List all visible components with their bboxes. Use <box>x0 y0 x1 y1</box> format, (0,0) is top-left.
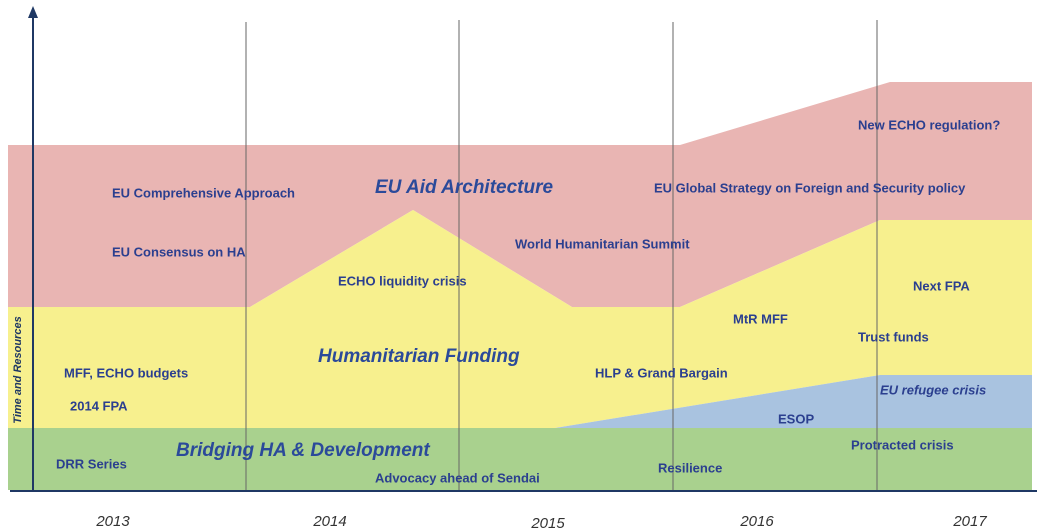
item: DRR Series <box>56 456 127 471</box>
item: MFF, ECHO budgets <box>64 365 188 380</box>
item: HLP & Grand Bargain <box>595 365 728 380</box>
item: Protracted crisis <box>851 437 954 452</box>
item: World Humanitarian Summit <box>515 236 690 251</box>
item: EU Comprehensive Approach <box>112 185 295 200</box>
item: EU Consensus on HA <box>112 244 246 259</box>
band-title: EU Aid Architecture <box>375 177 554 198</box>
item: New ECHO regulation? <box>858 117 1000 132</box>
year: 2013 <box>95 513 130 530</box>
item: 2014 FPA <box>70 398 128 413</box>
bridging-band <box>8 428 1032 490</box>
year-dividers <box>245 20 878 490</box>
item: Trust funds <box>858 329 929 344</box>
year: 2016 <box>739 513 774 530</box>
y-axis-arrow <box>28 6 38 18</box>
year: 2015 <box>530 515 565 532</box>
architecture-band <box>8 82 1032 307</box>
item: EU refugee crisis <box>880 382 986 397</box>
band-title: Bridging HA & Development <box>176 440 430 461</box>
funding-band <box>8 210 1032 428</box>
item: MtR MFF <box>733 311 788 326</box>
year: 2014 <box>312 513 346 530</box>
year: 2017 <box>952 513 987 530</box>
refugee-band <box>555 375 1032 428</box>
item: ESOP <box>778 411 814 426</box>
item: Resilience <box>658 460 722 475</box>
item: Next FPA <box>913 278 970 293</box>
item: EU Global Strategy on Foreign and Securi… <box>654 180 966 195</box>
item: Advocacy ahead of Sendai <box>375 470 540 485</box>
axis-label: Time and Resources <box>12 316 24 423</box>
band-title: Humanitarian Funding <box>318 346 520 367</box>
item: ECHO liquidity crisis <box>338 273 467 288</box>
